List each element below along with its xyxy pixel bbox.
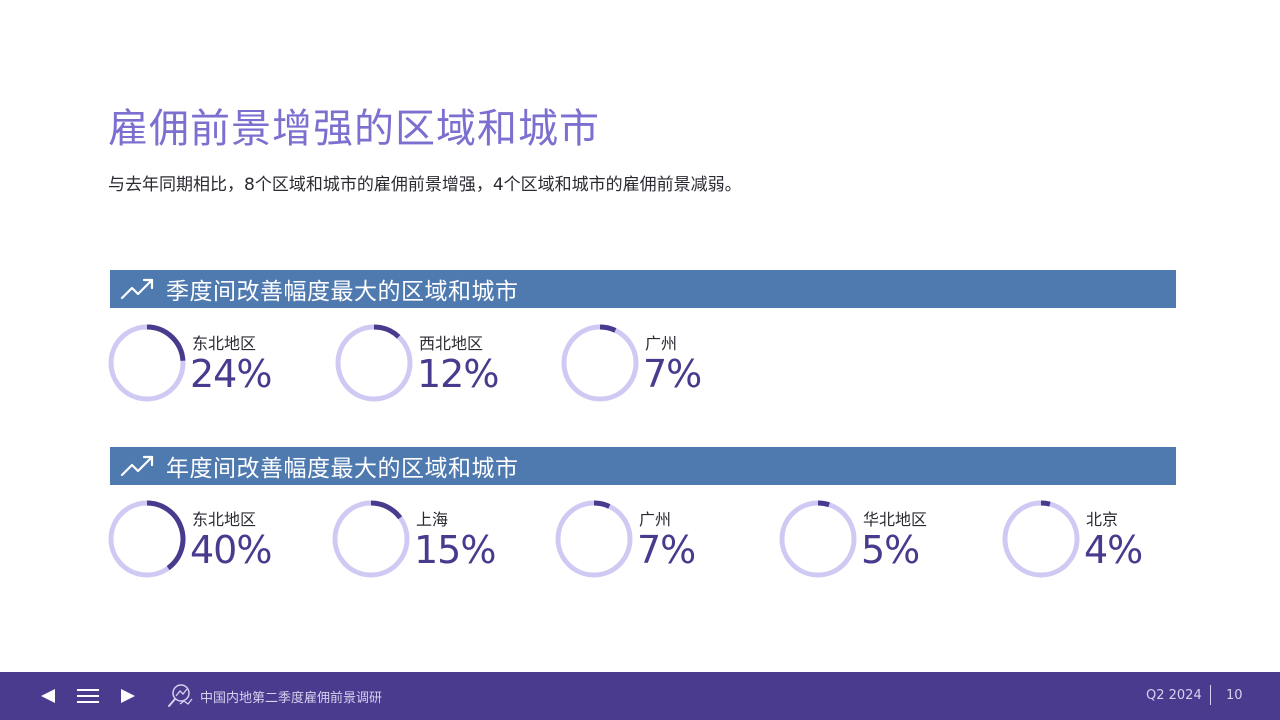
region-label: 广州 xyxy=(639,510,672,529)
percent-value: 7% xyxy=(637,528,696,572)
metric-item: 北京 4% xyxy=(1000,498,1210,580)
region-label: 北京 xyxy=(1086,510,1119,529)
percent-value: 4% xyxy=(1084,528,1143,572)
ring-progress-arc xyxy=(1040,500,1051,507)
region-label: 华北地区 xyxy=(863,510,928,529)
page-subtitle: 与去年同期相比，8个区域和城市的雇佣前景增强，4个区域和城市的雇佣前景减弱。 xyxy=(108,175,742,195)
metric-item: 东北地区 40% xyxy=(106,498,316,580)
ring-track xyxy=(555,500,633,578)
prev-slide-button[interactable] xyxy=(34,672,62,720)
progress-ring xyxy=(561,324,639,402)
section-title: 季度间改善幅度最大的区域和城市 xyxy=(166,279,519,305)
ring-track xyxy=(561,324,639,402)
region-label: 东北地区 xyxy=(192,510,257,529)
metric-item: 广州 7% xyxy=(559,322,769,404)
section-header-quarterly: 季度间改善幅度最大的区域和城市 xyxy=(110,270,1176,308)
next-slide-button[interactable] xyxy=(114,672,142,720)
ring-track xyxy=(779,500,857,578)
metric-item: 广州 7% xyxy=(553,498,763,580)
progress-ring xyxy=(779,500,857,578)
ring-progress-arc xyxy=(817,500,830,508)
metric-item: 西北地区 12% xyxy=(333,322,543,404)
menu-button[interactable] xyxy=(72,672,104,720)
percent-value: 5% xyxy=(861,528,920,572)
metric-item: 上海 15% xyxy=(330,498,540,580)
section-title: 年度间改善幅度最大的区域和城市 xyxy=(166,456,519,482)
region-label: 东北地区 xyxy=(192,334,257,353)
ring-progress-arc xyxy=(370,500,403,520)
progress-ring xyxy=(332,500,410,578)
trend-up-icon xyxy=(120,455,154,477)
triangle-left-icon xyxy=(41,689,55,703)
quarter-label: Q2 2024 xyxy=(1146,688,1202,703)
progress-ring xyxy=(555,500,633,578)
region-label: 上海 xyxy=(416,510,449,529)
percent-value: 7% xyxy=(643,352,702,396)
ring-track xyxy=(1002,500,1080,578)
ring-progress-arc xyxy=(146,500,186,571)
trend-up-icon xyxy=(120,278,154,300)
ring-progress-arc xyxy=(373,324,401,339)
percent-value: 40% xyxy=(190,528,272,572)
page-number: 10 xyxy=(1226,688,1243,703)
hamburger-menu-icon xyxy=(77,689,99,703)
ring-progress-arc xyxy=(593,500,611,509)
percent-value: 12% xyxy=(417,352,499,396)
progress-ring xyxy=(335,324,413,402)
report-title: 中国内地第二季度雇佣前景调研 xyxy=(200,691,383,706)
region-label: 西北地区 xyxy=(419,334,484,353)
triangle-right-icon xyxy=(121,689,135,703)
section-header-annual: 年度间改善幅度最大的区域和城市 xyxy=(110,447,1176,485)
ring-progress-arc xyxy=(599,324,617,333)
metric-item: 东北地区 24% xyxy=(106,322,316,404)
ring-track xyxy=(335,324,413,402)
progress-ring xyxy=(108,324,186,402)
percent-value: 15% xyxy=(414,528,496,572)
magnifier-chart-icon xyxy=(168,684,193,707)
ring-progress-arc xyxy=(146,324,186,362)
metric-item: 华北地区 5% xyxy=(777,498,987,580)
footer-bar: 中国内地第二季度雇佣前景调研 Q2 2024 10 xyxy=(0,672,1280,720)
divider xyxy=(1210,685,1211,705)
region-label: 广州 xyxy=(645,334,678,353)
page-title: 雇佣前景增强的区域和城市 xyxy=(108,106,600,152)
progress-ring xyxy=(108,500,186,578)
percent-value: 24% xyxy=(190,352,272,396)
progress-ring xyxy=(1002,500,1080,578)
